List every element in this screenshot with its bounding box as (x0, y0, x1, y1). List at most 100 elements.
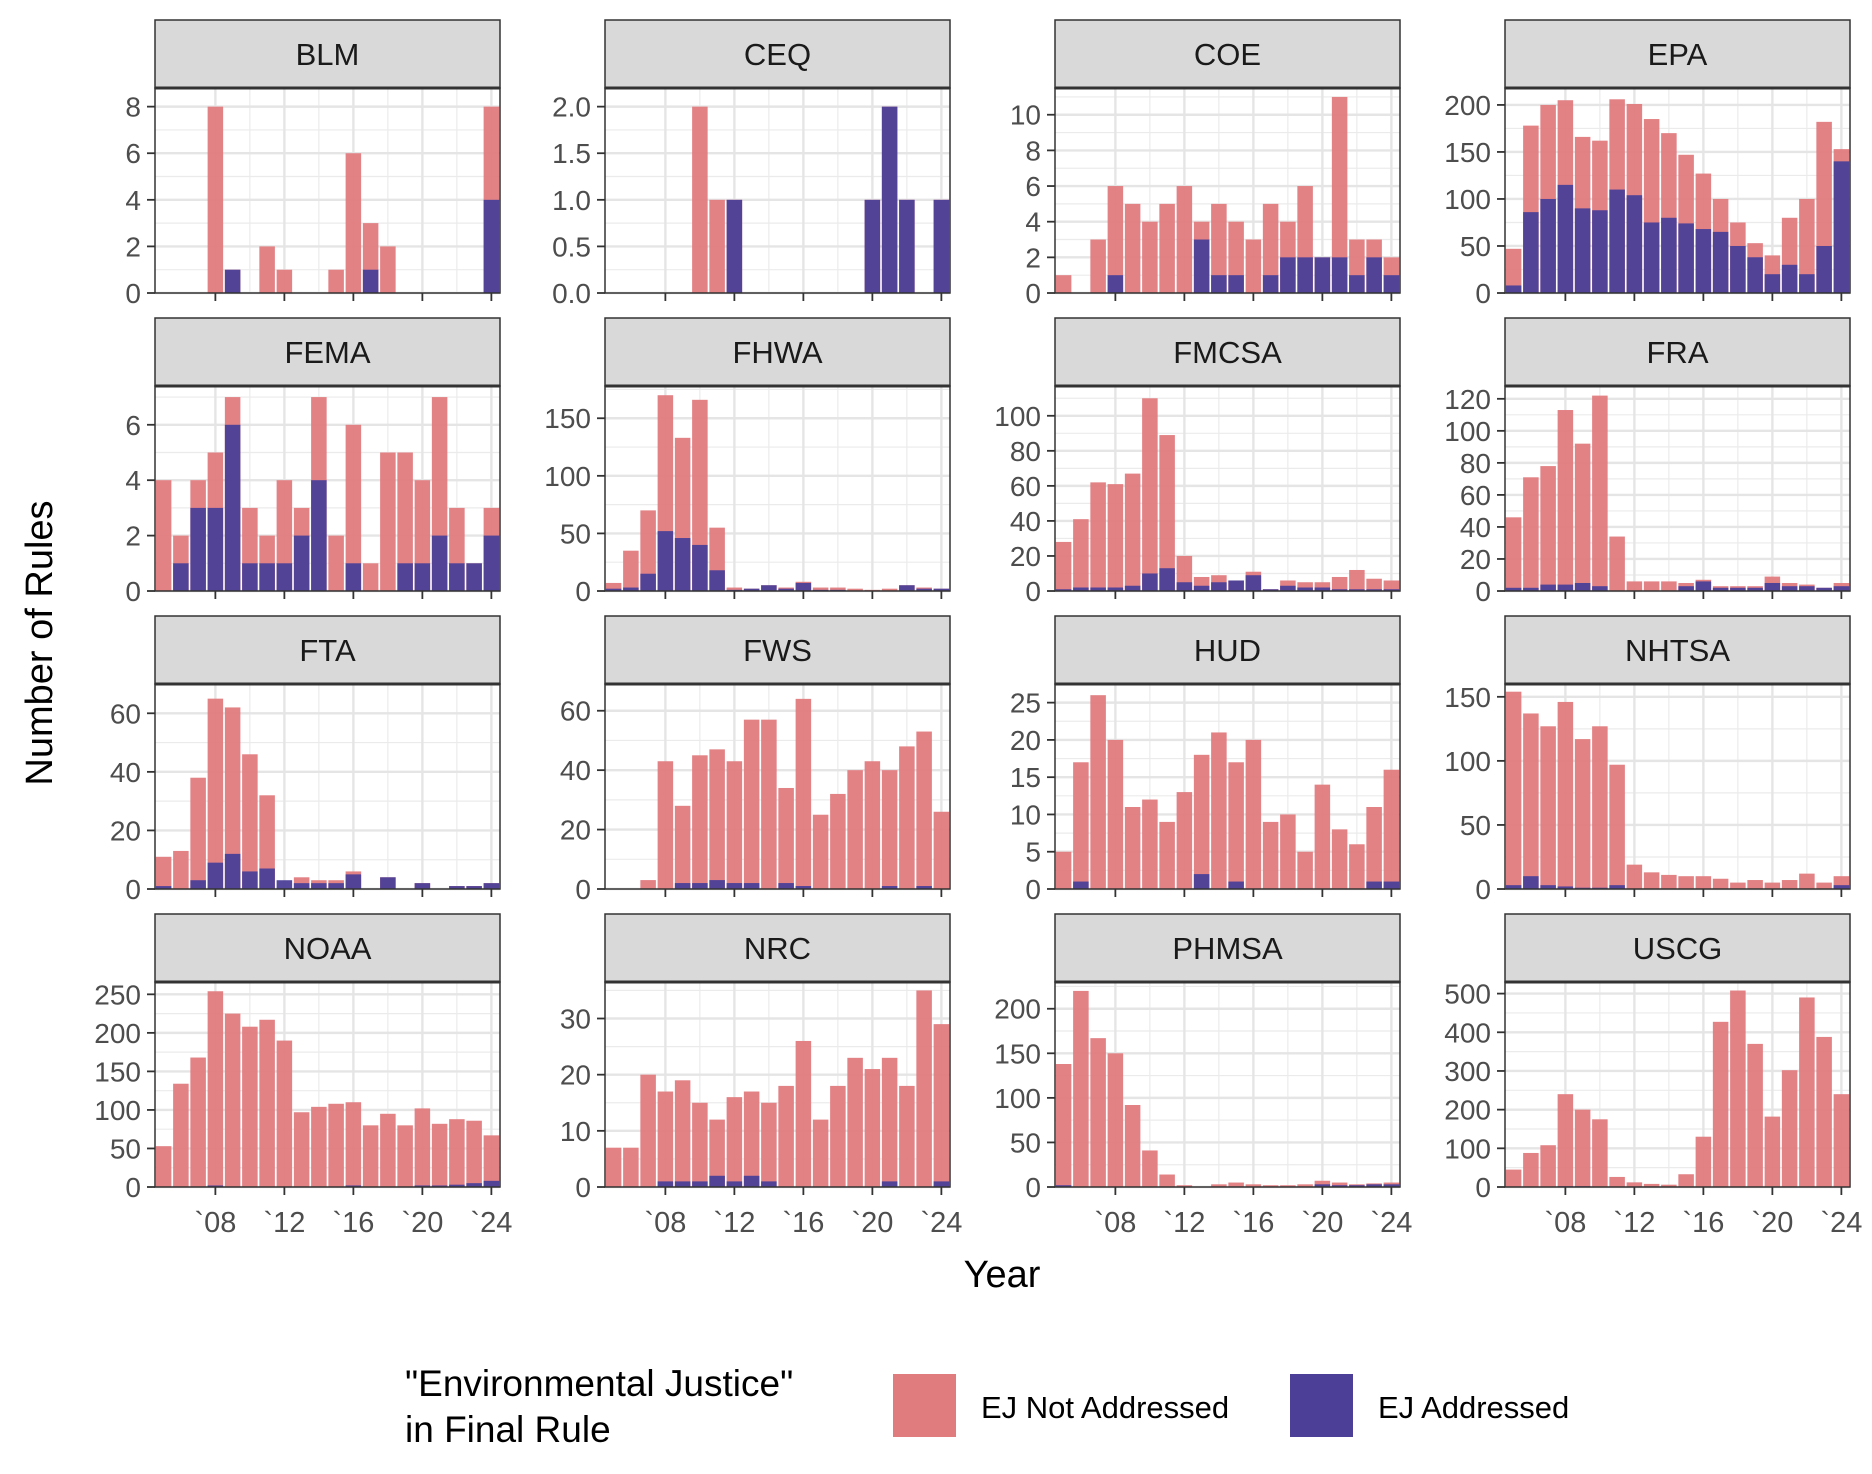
bar-ej-addressed (1643, 222, 1660, 293)
bar-ej-not-addressed (1055, 275, 1072, 293)
bar-ej-addressed (1055, 589, 1072, 591)
x-tick-label: `24 (920, 1207, 962, 1239)
bar-ej-not-addressed (830, 793, 846, 889)
y-tick-label: 60 (560, 696, 591, 727)
bar-ej-not-addressed (1055, 541, 1072, 591)
facet-title: FTA (299, 633, 356, 668)
bar-ej-not-addressed (1211, 203, 1227, 293)
y-tick-label: 40 (560, 755, 591, 786)
bar-ej-not-addressed (899, 746, 915, 889)
y-tick-label: 20 (560, 1060, 591, 1091)
bar-ej-addressed (1297, 257, 1313, 293)
bar-ej-not-addressed (1609, 764, 1625, 889)
bar-ej-not-addressed (640, 880, 656, 889)
bar-ej-not-addressed (1193, 754, 1210, 889)
bar-ej-not-addressed (1574, 739, 1591, 889)
bar-ej-addressed (1730, 245, 1746, 293)
bar-ej-not-addressed (1055, 851, 1072, 889)
bar-ej-not-addressed (1107, 1053, 1124, 1187)
bar-ej-addressed (1799, 274, 1815, 293)
bar-ej-not-addressed (1540, 1145, 1556, 1187)
bar-ej-addressed (933, 588, 950, 591)
bar-ej-not-addressed (207, 698, 224, 889)
bar-ej-not-addressed (1592, 726, 1608, 889)
y-tick-label: 0 (125, 576, 141, 607)
bar-ej-not-addressed (1245, 239, 1262, 293)
panel-fta: FTA 0 20 40 60 (110, 615, 501, 905)
bar-ej-addressed (1592, 210, 1608, 293)
y-tick-label: 2 (1025, 242, 1041, 273)
y-tick-label: 0 (1475, 278, 1491, 309)
y-tick-label: 0 (575, 874, 591, 905)
y-tick-label: 30 (560, 1004, 591, 1035)
bar-ej-addressed (1661, 217, 1677, 293)
bar-ej-addressed (1574, 208, 1591, 293)
bar-ej-addressed (1159, 568, 1175, 591)
bar-ej-not-addressed (1695, 876, 1712, 889)
bar-ej-addressed (1712, 231, 1729, 293)
bar-ej-not-addressed (328, 1103, 344, 1187)
y-tick-label: 250 (94, 979, 141, 1010)
bar-ej-addressed (1262, 589, 1279, 591)
y-tick-label: 150 (94, 1056, 141, 1087)
x-tick-label: `12 (1163, 1207, 1205, 1239)
y-tick-label: 50 (560, 518, 591, 549)
bar-ej-not-addressed (1505, 1169, 1522, 1187)
bar-ej-addressed (207, 862, 224, 889)
bar-ej-addressed (1678, 223, 1694, 293)
bar-ej-not-addressed (397, 452, 413, 591)
bar-ej-addressed (674, 538, 691, 591)
bar-ej-addressed (1331, 589, 1348, 591)
y-tick-label: 15 (1010, 762, 1041, 793)
bar-ej-addressed (640, 573, 656, 591)
bar-ej-addressed (1211, 275, 1227, 293)
facet-strip (604, 615, 951, 685)
bar-ej-not-addressed (1505, 691, 1522, 889)
facet-title: FWS (743, 633, 812, 668)
bar-ej-not-addressed (1523, 713, 1539, 889)
bar-ej-not-addressed (155, 1146, 172, 1187)
bar-ej-not-addressed (899, 1085, 915, 1187)
facet-title: HUD (1194, 633, 1261, 668)
bar-ej-addressed (623, 587, 639, 591)
bar-ej-not-addressed (1262, 1185, 1279, 1187)
bar-ej-not-addressed (1712, 878, 1729, 889)
bar-ej-not-addressed (1297, 1184, 1313, 1187)
legend-label: EJ Not Addressed (981, 1390, 1229, 1425)
bar-ej-not-addressed (795, 1040, 812, 1187)
y-tick-label: 100 (1444, 746, 1491, 777)
bar-ej-not-addressed (1661, 874, 1677, 889)
panel-border (154, 981, 501, 1188)
panel-border (1504, 385, 1851, 592)
y-tick-label: 0.5 (552, 231, 591, 262)
panel-border (1504, 683, 1851, 890)
bar-ej-addressed (1557, 584, 1574, 591)
bar-ej-not-addressed (207, 991, 224, 1187)
bar-ej-addressed (761, 585, 777, 591)
bar-ej-addressed (1816, 587, 1832, 591)
bar-ej-not-addressed (1228, 762, 1244, 889)
bar-ej-addressed (743, 1175, 760, 1187)
panel-fema: FEMA 0 2 4 6 (125, 317, 501, 607)
bar-ej-not-addressed (674, 805, 691, 889)
bar-ej-not-addressed (1124, 203, 1141, 293)
bar-ej-addressed (1107, 587, 1124, 591)
y-tick-label: 2 (125, 521, 141, 552)
bar-ej-not-addressed (173, 850, 189, 889)
bar-ej-addressed (311, 480, 327, 591)
bar-ej-addressed (449, 886, 465, 889)
bar-ej-not-addressed (864, 1069, 881, 1187)
bar-ej-not-addressed (1107, 186, 1124, 293)
bar-ej-not-addressed (1799, 873, 1815, 889)
panel-phmsa: PHMSA 0 50 100 150 200 `08 `12 `16 `20 `24 (994, 913, 1412, 1239)
bar-ej-not-addressed (1073, 990, 1089, 1187)
y-tick-label: 20 (560, 815, 591, 846)
bar-ej-addressed (692, 544, 708, 591)
y-tick-label: 8 (1025, 135, 1041, 166)
bar-ej-addressed (224, 424, 241, 591)
facet-strip (154, 19, 501, 89)
bar-ej-addressed (726, 1181, 743, 1187)
bar-ej-addressed (1592, 586, 1608, 591)
bar-ej-not-addressed (812, 587, 829, 591)
